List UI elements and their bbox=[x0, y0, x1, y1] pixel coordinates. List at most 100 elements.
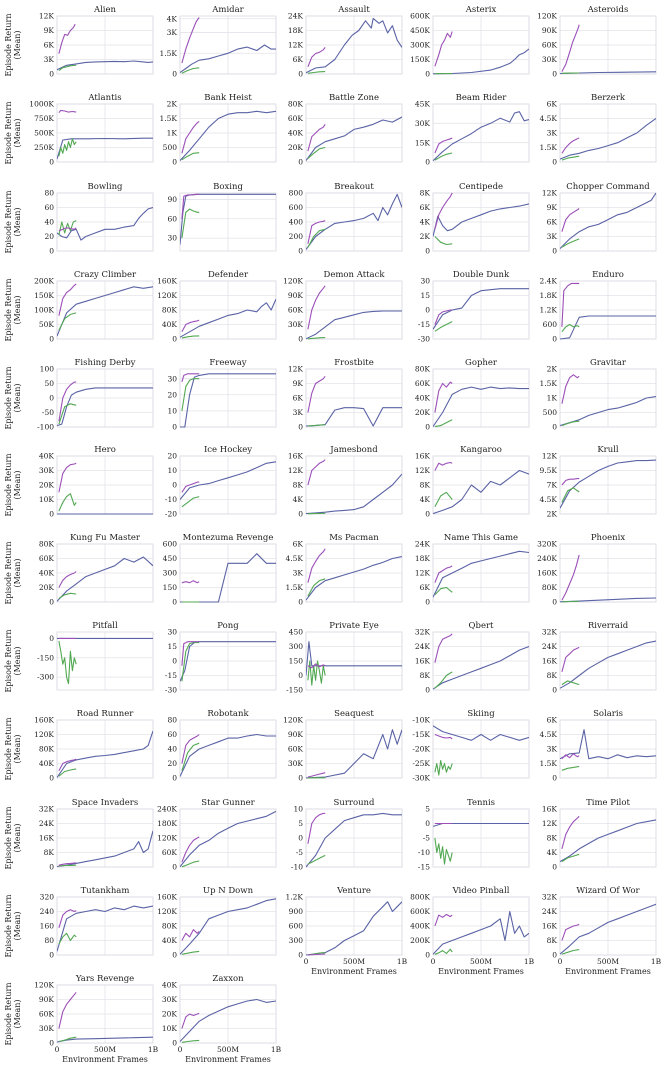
y-tick-label: 1K bbox=[547, 394, 558, 403]
series-line-green bbox=[562, 239, 579, 247]
subplot-title: Qbert bbox=[469, 621, 495, 631]
y-tick-label: 30 bbox=[420, 277, 430, 286]
y-tick-label: 0 bbox=[298, 335, 303, 344]
y-tick-label: 160K bbox=[537, 569, 557, 578]
series-line-purple bbox=[562, 25, 579, 72]
y-tick-label: 60K bbox=[39, 554, 55, 563]
series-line-green bbox=[308, 513, 325, 514]
subplot-title: Bowling bbox=[88, 182, 124, 192]
y-tick-label: 0 bbox=[172, 481, 177, 490]
y-tick-label: 0 bbox=[49, 394, 54, 403]
y-tick-label: 0 bbox=[298, 598, 303, 607]
y-tick-label: 0 bbox=[49, 247, 54, 256]
subplot-title: Tennis bbox=[467, 798, 495, 808]
y-tick-label: 9K bbox=[547, 203, 558, 212]
series-line-green bbox=[59, 865, 76, 866]
y-tick-label: 0 bbox=[49, 774, 54, 783]
y-tick-label: 10 bbox=[293, 805, 303, 814]
y-tick-label: 20K bbox=[288, 143, 304, 152]
y-axis-label-line: (Mean) bbox=[13, 118, 22, 147]
y-tick-label: 8K bbox=[547, 936, 558, 945]
y-tick-label: 40K bbox=[39, 569, 55, 578]
y-tick-label: 0 bbox=[425, 70, 430, 79]
y-tick-label: 1.5K bbox=[285, 583, 303, 592]
y-tick-label: 24K bbox=[39, 819, 55, 828]
y-tick-label: 0 bbox=[552, 686, 557, 695]
y-tick-label: 1.5K bbox=[539, 143, 557, 152]
y-tick-label: 3K bbox=[167, 28, 178, 37]
y-tick-label: 1.2K bbox=[285, 893, 303, 902]
y-tick-label: 2.4K bbox=[539, 277, 557, 286]
series-line-purple bbox=[435, 914, 452, 926]
series-line-green bbox=[435, 237, 452, 245]
y-tick-label: 0 bbox=[552, 335, 557, 344]
y-tick-label: 900 bbox=[289, 907, 304, 916]
y-tick-label: 600 bbox=[289, 203, 304, 212]
subplot-title: Tutankham bbox=[81, 886, 130, 896]
y-tick-label: 40K bbox=[162, 981, 178, 990]
subplot-title: Pong bbox=[217, 621, 239, 631]
series-line-green bbox=[182, 68, 199, 73]
y-tick-label: 50 bbox=[44, 379, 54, 388]
y-tick-label: 60K bbox=[162, 848, 178, 857]
y-tick-label: 20 bbox=[167, 452, 177, 461]
y-tick-label: 0 bbox=[49, 634, 54, 643]
y-tick-label: 7K bbox=[547, 481, 558, 490]
y-tick-label: 20 bbox=[167, 390, 177, 399]
y-axis-label-line: Episode Return bbox=[4, 807, 13, 870]
x-tick-label: 0 bbox=[178, 1045, 183, 1054]
x-tick-label: 1B bbox=[651, 957, 662, 966]
y-axis-label-line: Episode Return bbox=[4, 895, 13, 958]
subplot-title: Fishing Derby bbox=[75, 358, 136, 368]
y-tick-label: 150K bbox=[34, 291, 54, 300]
y-tick-label: 150 bbox=[163, 583, 178, 592]
y-tick-label: 0 bbox=[298, 774, 303, 783]
y-axis-label: Episode Return(Mean) bbox=[4, 102, 22, 165]
series-line-green bbox=[308, 148, 325, 159]
subplot-title: Skiing bbox=[467, 709, 495, 719]
x-tick-label: 500M bbox=[343, 957, 365, 966]
subplot-title: Wizard Of Wor bbox=[576, 886, 640, 896]
subplot-title: Jamesbond bbox=[329, 445, 378, 455]
y-tick-label: 30K bbox=[162, 995, 178, 1004]
y-tick-label: 300 bbox=[289, 936, 304, 945]
y-tick-label: -15 bbox=[418, 320, 430, 329]
y-tick-label: 80K bbox=[542, 583, 558, 592]
y-tick-label: 24K bbox=[542, 642, 558, 651]
y-tick-label: 3K bbox=[547, 129, 558, 138]
y-tick-label: 90 bbox=[167, 195, 177, 204]
x-tick-label: 1B bbox=[148, 1045, 159, 1054]
y-tick-label: 1.5K bbox=[539, 759, 557, 768]
y-tick-label: 0 bbox=[172, 774, 177, 783]
y-tick-label: 0 bbox=[425, 510, 430, 519]
y-tick-label: 10 bbox=[167, 406, 177, 415]
x-tick-label: 1B bbox=[397, 957, 408, 966]
y-tick-label: 300 bbox=[289, 642, 304, 651]
y-axis-label: Episode Return(Mean) bbox=[4, 807, 22, 870]
y-tick-label: -5 bbox=[296, 848, 304, 857]
y-tick-label: 0 bbox=[298, 158, 303, 167]
y-tick-label: 0 bbox=[298, 671, 303, 680]
y-tick-label: 30K bbox=[542, 55, 558, 64]
x-tick-label: 0 bbox=[558, 957, 563, 966]
y-tick-label: 80 bbox=[44, 936, 54, 945]
y-tick-label: -150 bbox=[286, 686, 303, 695]
y-axis-label: Episode Return(Mean) bbox=[4, 542, 22, 605]
y-tick-label: 16K bbox=[39, 834, 55, 843]
y-tick-label: 6K bbox=[420, 203, 431, 212]
y-tick-label: 6K bbox=[293, 394, 304, 403]
y-tick-label: 0 bbox=[552, 863, 557, 872]
y-tick-label: -15K bbox=[412, 730, 430, 739]
